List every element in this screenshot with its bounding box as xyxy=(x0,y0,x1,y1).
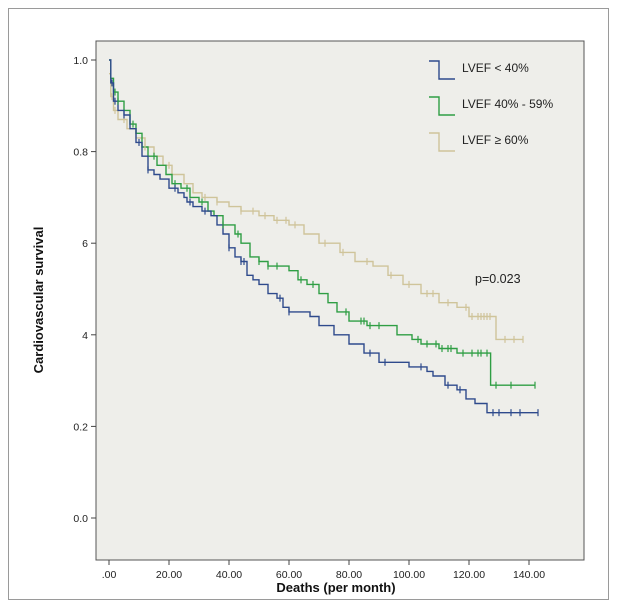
y-tick-label: 4 xyxy=(82,330,88,342)
y-tick-label: 1.0 xyxy=(73,55,88,67)
y-tick-label: 0.2 xyxy=(73,421,88,433)
x-tick-label: 20.00 xyxy=(156,569,182,581)
y-tick-label: 0.8 xyxy=(73,147,88,159)
axis-ticks: .00 20.00 40.00 60.00 80.00 100.00 120.00 140.0… xyxy=(73,55,545,581)
y-axis-title: Cardiovascular survival xyxy=(31,227,46,374)
x-tick-label: 60.00 xyxy=(276,569,302,581)
x-tick-label: 80.00 xyxy=(336,569,362,581)
plot-area xyxy=(95,40,585,561)
legend-label: LVEF < 40% xyxy=(462,61,529,75)
x-tick-label: .00 xyxy=(102,569,117,581)
x-axis-title: Deaths (per month) xyxy=(276,580,395,595)
x-tick-label: 40.00 xyxy=(216,569,242,581)
figure-frame: .00 20.00 40.00 60.00 80.00 100.00 120.00 140.0… xyxy=(8,8,609,600)
p-value-annotation: p=0.023 xyxy=(475,272,521,286)
y-tick-label: 0.0 xyxy=(73,513,88,525)
legend-swatch xyxy=(429,60,455,80)
series-line xyxy=(109,59,535,386)
series-line xyxy=(109,73,523,341)
legend-label: LVEF 40% - 59% xyxy=(462,97,553,111)
x-tick-label: 120.00 xyxy=(453,569,485,581)
censor-marks xyxy=(111,79,539,417)
x-tick-label: 140.00 xyxy=(513,569,545,581)
km-chart: .00 20.00 40.00 60.00 80.00 100.00 120.00 140.0… xyxy=(31,40,585,595)
legend-label: LVEF ≥ 60% xyxy=(462,133,529,147)
y-tick-label: 6 xyxy=(82,238,88,250)
legend: LVEF < 40% LVEF 40% - 59% LVEF ≥ 60% xyxy=(429,60,553,152)
x-tick-label: 100.00 xyxy=(393,569,425,581)
legend-swatch xyxy=(429,96,455,116)
legend-swatch xyxy=(429,132,455,152)
